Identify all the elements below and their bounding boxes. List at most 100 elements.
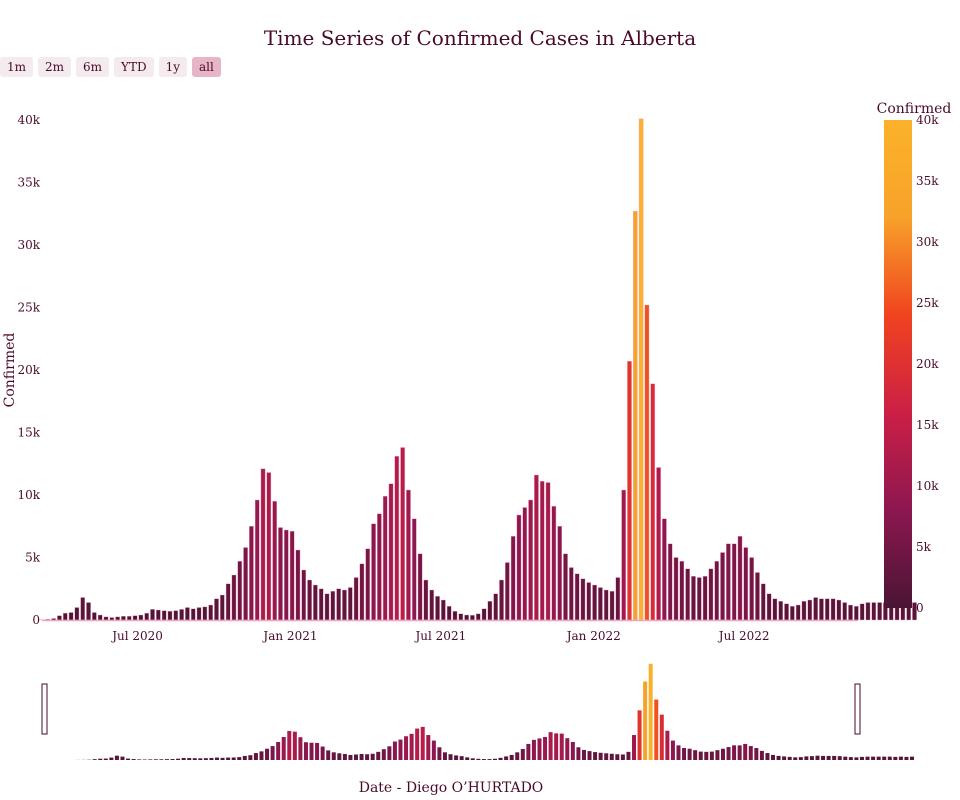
bar[interactable] [772, 598, 778, 621]
bar[interactable] [644, 304, 650, 621]
bar[interactable] [86, 602, 91, 621]
bar[interactable] [662, 518, 667, 621]
bar[interactable] [394, 456, 400, 621]
bar[interactable] [621, 489, 626, 621]
bar[interactable] [609, 591, 615, 621]
bar[interactable] [731, 543, 737, 621]
bar[interactable] [603, 589, 609, 621]
bar[interactable] [284, 529, 289, 621]
range-button-1m[interactable]: 1m [0, 57, 34, 77]
bar[interactable] [778, 601, 784, 621]
range-button-all[interactable]: all [192, 57, 221, 77]
bar[interactable] [441, 599, 446, 621]
bar[interactable] [254, 499, 260, 621]
bar[interactable] [592, 584, 597, 621]
range-button-ytd[interactable]: YTD [114, 57, 154, 77]
bar[interactable] [80, 597, 86, 621]
bar[interactable] [528, 499, 533, 621]
bar[interactable] [150, 609, 155, 621]
bar[interactable] [231, 574, 237, 621]
bar[interactable] [237, 561, 243, 621]
bar[interactable] [842, 602, 847, 621]
bar[interactable] [493, 593, 498, 621]
bar[interactable] [330, 591, 336, 621]
bar[interactable] [121, 616, 126, 621]
bar[interactable] [353, 577, 359, 621]
bar[interactable] [574, 573, 580, 621]
bar[interactable] [481, 608, 487, 621]
bar[interactable] [702, 576, 708, 621]
bar[interactable] [766, 593, 772, 621]
range-button-2m[interactable]: 2m [38, 57, 72, 77]
bar[interactable] [220, 594, 225, 621]
bar[interactable] [126, 616, 132, 621]
bar[interactable] [68, 612, 74, 621]
bar[interactable] [475, 613, 481, 621]
bar[interactable] [365, 548, 371, 621]
bar[interactable] [92, 612, 97, 621]
bar[interactable] [278, 527, 283, 621]
bar[interactable] [313, 584, 318, 621]
bar[interactable] [743, 547, 749, 621]
range-slider-right-handle[interactable] [854, 683, 861, 735]
bar[interactable] [464, 614, 469, 621]
bar[interactable] [539, 481, 545, 621]
range-button-6m[interactable]: 6m [76, 57, 110, 77]
bar[interactable] [871, 602, 877, 621]
bar[interactable] [865, 602, 871, 621]
bar[interactable] [795, 604, 801, 621]
bar[interactable] [679, 561, 685, 621]
bar[interactable] [586, 582, 592, 621]
bar[interactable] [185, 607, 190, 621]
bar[interactable] [824, 598, 830, 621]
bar[interactable] [97, 614, 103, 621]
bar[interactable] [266, 472, 272, 621]
bar[interactable] [708, 568, 714, 621]
bar[interactable] [499, 579, 504, 621]
bar[interactable] [62, 612, 68, 621]
bar[interactable] [487, 601, 493, 621]
bar[interactable] [673, 557, 679, 621]
bar[interactable] [633, 211, 638, 621]
bar[interactable] [249, 526, 254, 621]
bar[interactable] [74, 607, 80, 621]
bar[interactable] [400, 447, 405, 621]
bar[interactable] [557, 526, 562, 621]
bar[interactable] [214, 598, 219, 621]
bar[interactable] [790, 606, 795, 621]
bar[interactable] [377, 513, 382, 621]
bar[interactable] [156, 609, 161, 621]
bar[interactable] [132, 615, 138, 621]
bar[interactable] [243, 547, 248, 621]
bar[interactable] [301, 569, 307, 621]
bar[interactable] [318, 588, 324, 621]
bar[interactable] [819, 598, 824, 621]
bar[interactable] [667, 543, 673, 621]
bar[interactable] [336, 588, 341, 621]
bar[interactable] [627, 361, 632, 621]
bar[interactable] [173, 610, 179, 621]
bar[interactable] [854, 606, 859, 621]
bar[interactable] [417, 553, 423, 621]
bar[interactable] [737, 536, 743, 621]
bar[interactable] [912, 602, 917, 621]
bar[interactable] [807, 599, 813, 621]
range-slider[interactable] [41, 663, 915, 760]
bar[interactable] [103, 616, 109, 621]
bar[interactable] [836, 599, 842, 621]
bar[interactable] [190, 608, 196, 621]
bar[interactable] [260, 468, 266, 621]
bar[interactable] [569, 567, 574, 621]
bar[interactable] [458, 613, 464, 621]
bar[interactable] [545, 482, 551, 621]
bar[interactable] [720, 552, 725, 621]
bar[interactable] [371, 523, 376, 621]
bar[interactable] [179, 609, 184, 621]
bar[interactable] [196, 607, 202, 621]
bar[interactable] [714, 561, 720, 621]
bar[interactable] [522, 507, 528, 621]
bar[interactable] [784, 603, 789, 621]
bar[interactable] [109, 617, 115, 621]
bar[interactable] [167, 611, 173, 621]
bar[interactable] [615, 577, 621, 621]
